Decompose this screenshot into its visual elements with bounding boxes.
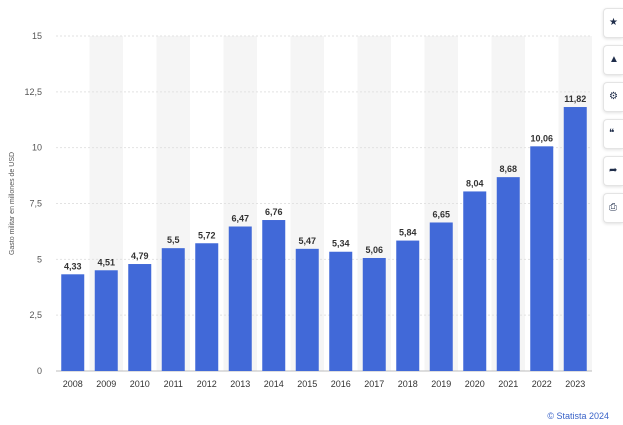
statista-credit-link[interactable]: © Statista 2024	[547, 411, 609, 421]
bar-2012[interactable]	[195, 243, 219, 371]
quote-button[interactable]: ❝	[603, 119, 623, 149]
bar-2018[interactable]	[396, 240, 420, 371]
y-tick-label: 10	[32, 143, 42, 153]
data-label-2023: 11,82	[564, 94, 586, 104]
data-label-2021: 8,68	[499, 164, 517, 174]
x-tick-label-2020: 2020	[465, 379, 485, 389]
print-icon: ⎙	[609, 202, 617, 213]
y-tick-label: 15	[32, 31, 42, 41]
x-tick-label-2015: 2015	[297, 379, 317, 389]
x-tick-label-2021: 2021	[498, 379, 518, 389]
bar-2014[interactable]	[262, 220, 286, 371]
bar-2019[interactable]	[429, 222, 453, 371]
x-tick-label-2009: 2009	[96, 379, 116, 389]
star-icon: ★	[609, 17, 618, 28]
data-label-2014: 6,76	[265, 207, 283, 217]
data-labels: 4,33 4,51 4,79 5,5 5,72 6,47 6,76 5,47 5,34 5,06 5…	[64, 94, 586, 271]
x-tick-label-2018: 2018	[398, 379, 418, 389]
chart-toolbar: ★ ▲ ⚙ ❝ ➦ ⎙	[603, 8, 623, 223]
y-axis-ticks: 0 2,5 5 7,5 10 12,5 15	[24, 31, 42, 376]
bar-2017[interactable]	[362, 257, 386, 371]
data-label-2008: 4,33	[64, 261, 82, 271]
x-tick-label-2017: 2017	[364, 379, 384, 389]
bars	[61, 107, 587, 372]
bar-2020[interactable]	[463, 191, 487, 371]
bell-icon: ▲	[609, 54, 619, 65]
y-tick-label: 2,5	[29, 310, 42, 320]
bell-button[interactable]: ▲	[603, 45, 623, 75]
x-tick-label-2012: 2012	[197, 379, 217, 389]
data-label-2011: 5,5	[167, 235, 180, 245]
y-tick-label: 12,5	[24, 87, 42, 97]
data-label-2012: 5,72	[198, 230, 216, 240]
data-label-2010: 4,79	[131, 251, 149, 261]
bar-2021[interactable]	[496, 177, 520, 371]
x-tick-label-2023: 2023	[565, 379, 585, 389]
x-tick-label-2014: 2014	[264, 379, 284, 389]
y-axis-label: Gasto militar en millones de USD	[9, 152, 16, 255]
bar-2010[interactable]	[128, 264, 152, 371]
data-label-2022: 10,06	[530, 133, 553, 143]
data-label-2013: 6,47	[231, 214, 249, 224]
y-tick-label: 5	[37, 254, 42, 264]
bar-2015[interactable]	[295, 248, 319, 371]
gear-icon: ⚙	[609, 91, 618, 102]
data-label-2019: 6,65	[432, 209, 450, 219]
y-tick-label: 0	[37, 366, 42, 376]
quote-icon: ❝	[609, 128, 615, 139]
gear-button[interactable]: ⚙	[603, 82, 623, 112]
x-tick-label-2010: 2010	[130, 379, 150, 389]
bar-2008[interactable]	[61, 274, 85, 371]
bar-2013[interactable]	[228, 226, 252, 371]
share-button[interactable]: ➦	[603, 156, 623, 186]
data-label-2015: 5,47	[298, 236, 316, 246]
x-tick-label-2013: 2013	[230, 379, 250, 389]
print-button[interactable]: ⎙	[603, 193, 623, 223]
x-tick-label-2011: 2011	[164, 379, 183, 389]
x-tick-label-2019: 2019	[431, 379, 451, 389]
bar-2016[interactable]	[329, 251, 353, 371]
data-label-2009: 4,51	[97, 257, 115, 267]
x-tick-label-2008: 2008	[63, 379, 83, 389]
x-axis-ticks: 2008 2009 2010 2011 2012 2013 2014 2015 2016 2017…	[63, 379, 586, 389]
bar-2009[interactable]	[94, 270, 118, 371]
bar-2023[interactable]	[563, 107, 587, 372]
data-label-2020: 8,04	[466, 178, 484, 188]
y-tick-label: 7,5	[29, 199, 42, 209]
bar-2022[interactable]	[530, 146, 554, 371]
share-icon: ➦	[609, 165, 618, 176]
x-tick-label-2022: 2022	[532, 379, 552, 389]
data-label-2017: 5,06	[365, 245, 383, 255]
data-label-2016: 5,34	[332, 239, 350, 249]
x-tick-label-2016: 2016	[331, 379, 351, 389]
bar-2011[interactable]	[161, 248, 185, 371]
star-button[interactable]: ★	[603, 8, 623, 38]
data-label-2018: 5,84	[399, 228, 417, 238]
